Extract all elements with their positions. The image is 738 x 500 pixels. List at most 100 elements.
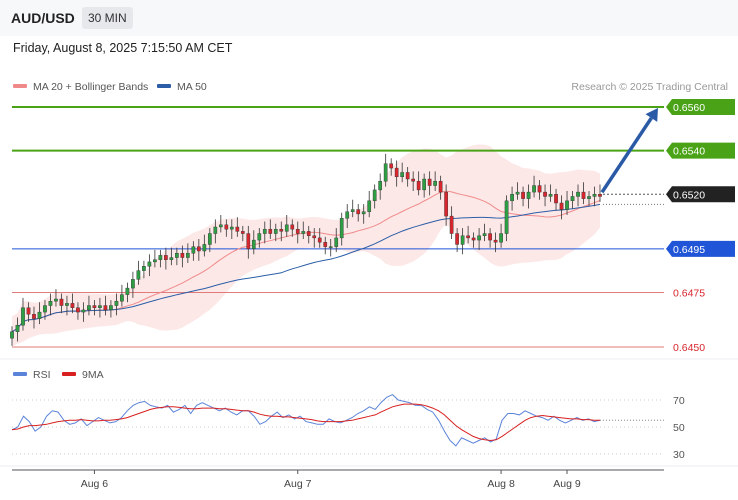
level-label: 0.6520 (673, 189, 705, 201)
candle-bull (460, 235, 465, 245)
candle-bear (164, 255, 168, 260)
candle-bull (81, 309, 86, 313)
rsi-tick-label: 30 (673, 449, 685, 461)
candle-bull (532, 185, 536, 193)
candle-bull (257, 233, 262, 241)
candle-bull (207, 233, 212, 245)
candle-bull (158, 255, 163, 260)
datetime-stamp: Friday, August 8, 2025 7:15:50 AM CET (13, 41, 233, 55)
level-tag (666, 240, 735, 257)
rsi-panel: 30 50 70 RSI 9MA (11, 369, 685, 461)
candle-bull (576, 191, 580, 197)
candle-bear (59, 298, 64, 306)
rsi-legend-label: RSI (33, 369, 51, 381)
candle-bull (273, 228, 278, 234)
candle-bull (339, 218, 344, 239)
x-tick-label: Aug 8 (487, 478, 515, 490)
level-label: 0.6495 (673, 244, 705, 256)
candle-bear (598, 194, 602, 197)
candle-bear (455, 233, 459, 245)
candle-bull (515, 191, 520, 195)
candle-bear (488, 233, 492, 241)
level-labels: 0.6560 0.6540 0.6520 0.6495 0.6475 0.6450 (666, 99, 735, 354)
candle-bear (180, 252, 185, 258)
rsi-tick-label: 70 (673, 395, 685, 407)
x-tick-label: Aug 6 (81, 478, 109, 490)
candle-bull (433, 180, 437, 186)
candle-bull (367, 200, 372, 212)
candle-bull (587, 196, 591, 199)
candle-bear (411, 178, 416, 182)
candle-bear (92, 305, 97, 308)
candle-bear (26, 307, 31, 315)
symbol-label: AUD/USD (11, 10, 75, 26)
candle-bull (422, 178, 426, 191)
candle-bull (98, 305, 102, 308)
candle-bull (504, 200, 509, 234)
candle-bull (262, 228, 267, 234)
legend-swatch (13, 84, 27, 88)
candle-bull (350, 209, 355, 212)
candle-bear (356, 209, 361, 215)
legend-label: MA 20 + Bollinger Bands (33, 81, 148, 93)
rsi-ma-line (11, 403, 600, 442)
candle-bear (70, 303, 75, 308)
candle-bull (400, 172, 405, 178)
projection-arrow-shaft (600, 117, 653, 194)
projection-arrow-head (645, 108, 658, 122)
candle-bull (191, 246, 196, 254)
candle-bear (317, 237, 322, 243)
candle-bear (103, 305, 108, 311)
candles (10, 153, 602, 346)
legend-swatch (157, 84, 171, 88)
candle-bull (361, 211, 366, 215)
candle-bear (76, 307, 80, 313)
candle-bull (15, 324, 20, 332)
level-label: 0.6450 (673, 342, 705, 354)
candle-bull (136, 270, 141, 280)
candle-bull (175, 252, 179, 258)
candle-bull (378, 180, 383, 191)
candle-bull (169, 257, 174, 260)
candle-bull (87, 305, 91, 311)
candle-bull (218, 224, 223, 228)
candle-bear (295, 228, 300, 234)
rsi-line (11, 394, 601, 447)
rsi-legend-label: 9MA (82, 369, 104, 381)
candle-bear (444, 191, 448, 217)
candle-bull (54, 298, 58, 302)
candle-bear (427, 178, 432, 186)
candle-bull (186, 252, 190, 258)
candle-bull (565, 200, 569, 210)
grid (0, 358, 738, 467)
candle-bull (120, 294, 124, 302)
candle-bear (224, 224, 229, 230)
candle-bull (477, 235, 481, 241)
candle-bear (471, 237, 476, 241)
candle-bull (65, 303, 69, 306)
level-label: 0.6540 (673, 146, 705, 158)
bollinger-band (12, 144, 600, 347)
x-axis: Aug 6 Aug 7 Aug 8 Aug 9 (12, 469, 664, 490)
projection-arrow (600, 108, 658, 194)
candle-bull (142, 266, 146, 271)
timeframe-badge[interactable]: 30 MIN (82, 7, 133, 29)
candle-bear (466, 235, 470, 239)
candle-bull (592, 194, 597, 197)
level-label: 0.6475 (673, 287, 705, 299)
credit-text: Research © 2025 Trading Central (571, 81, 728, 93)
candle-bull (43, 305, 47, 313)
candle-bear (554, 194, 558, 204)
candle-bull (510, 194, 514, 202)
candle-bull (109, 305, 113, 311)
candle-bull (229, 226, 234, 230)
level-tag (666, 99, 735, 115)
candle-bull (334, 237, 339, 247)
candle-bull (114, 300, 119, 306)
candle-bear (268, 228, 273, 234)
candle-bull (202, 244, 207, 252)
candle-bear (290, 224, 295, 230)
candle-bear (543, 191, 547, 197)
candle-bear (246, 233, 251, 250)
